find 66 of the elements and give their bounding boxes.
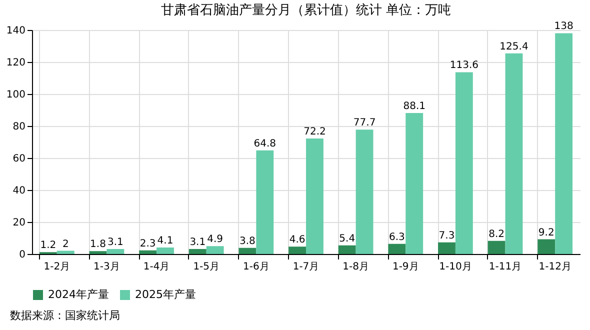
data-label: 3.8: [240, 236, 256, 247]
bar: [206, 246, 224, 254]
bar: [488, 240, 506, 254]
legend-label: 2024年产量: [48, 288, 109, 301]
bar: [555, 33, 573, 254]
data-label: 4.9: [207, 234, 224, 246]
data-label: 2.3: [140, 238, 156, 250]
data-label: 3.1: [107, 237, 124, 248]
data-label: 7.3: [438, 230, 455, 242]
data-label: 72.2: [304, 126, 326, 138]
y-tick-label: 120: [6, 58, 26, 68]
bar: [288, 246, 306, 254]
y-tick-label: 100: [6, 90, 26, 100]
bar: [505, 53, 523, 254]
bar: [538, 239, 556, 254]
data-label: 4.6: [289, 234, 306, 246]
chart-title: 甘肃省石脑油产量分月（累计值）统计 单位：万吨: [160, 3, 452, 18]
data-label: 1.2: [40, 240, 56, 252]
data-label: 8.2: [488, 228, 505, 240]
bar: [89, 251, 107, 254]
data-label: 4.1: [157, 235, 174, 246]
y-tick-label: 80: [12, 122, 26, 132]
data-label: 9.2: [538, 227, 554, 238]
data-label: 125.4: [500, 41, 528, 52]
y-tick-label: 20: [12, 218, 26, 228]
x-tick-label: 1-6月: [243, 262, 270, 272]
bar: [306, 138, 324, 254]
y-tick-label: 40: [12, 186, 26, 196]
bar: [188, 249, 206, 254]
bar: [256, 150, 274, 254]
x-tick-label: 1-7月: [292, 262, 320, 272]
legend-label: 2025年产量: [135, 288, 196, 301]
data-label: 1.8: [90, 239, 106, 250]
source-note: 数据来源：国家统计局: [10, 308, 120, 323]
bar: [356, 130, 374, 254]
data-label: 64.8: [254, 138, 276, 150]
x-tick-label: 1-10月: [439, 262, 472, 272]
x-tick-label: 1-2月: [44, 262, 70, 272]
bar: [106, 249, 124, 254]
x-tick-label: 1-5月: [193, 262, 220, 272]
data-label: 6.3: [388, 232, 405, 243]
x-tick-label: 1-12月: [538, 262, 572, 272]
data-label: 3.1: [190, 237, 206, 248]
x-tick-label: 1-9月: [392, 262, 419, 272]
bar: [388, 244, 406, 254]
bar: [406, 113, 424, 254]
x-tick-label: 1-11月: [488, 262, 522, 272]
bar: [238, 248, 256, 254]
bar: [56, 250, 74, 254]
y-tick-label: 60: [12, 154, 26, 164]
data-label: 113.6: [450, 60, 478, 72]
y-tick-label: 140: [6, 26, 26, 36]
data-label: 88.1: [403, 101, 426, 112]
data-label: 138: [554, 21, 574, 32]
x-tick-label: 1-4月: [143, 262, 170, 272]
bar: [438, 242, 456, 254]
bar: [139, 250, 157, 254]
x-tick-label: 1-3月: [94, 262, 120, 272]
bar: [156, 247, 174, 254]
y-tick-label: 0: [19, 250, 26, 260]
bar: [338, 245, 356, 254]
bar: [455, 72, 473, 254]
data-label: 5.4: [339, 233, 356, 244]
x-tick-label: 1-8月: [342, 262, 369, 272]
data-label: 77.7: [353, 118, 376, 129]
data-label: 2: [62, 238, 69, 250]
